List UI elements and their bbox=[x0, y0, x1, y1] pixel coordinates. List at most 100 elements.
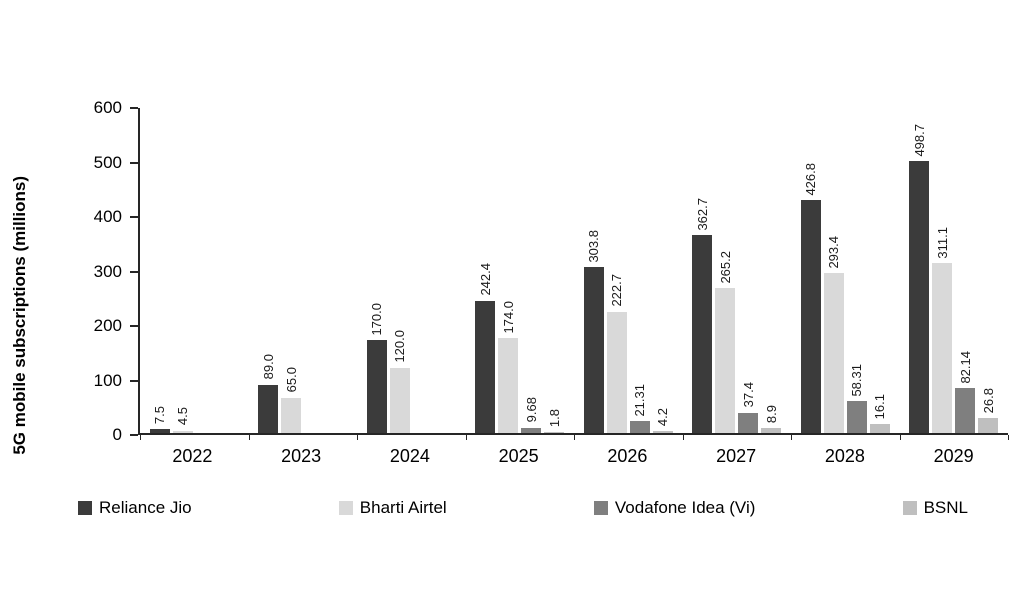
bar-value-label: 498.7 bbox=[911, 123, 927, 157]
bar-value-label: 170.0 bbox=[369, 302, 385, 336]
bar-group-2022: 7.5 4.5 bbox=[140, 108, 249, 433]
y-tick-label: 100 bbox=[93, 370, 122, 390]
bar-slot: 242.4 bbox=[475, 108, 496, 433]
y-tick-mark bbox=[130, 216, 138, 218]
x-tick-mark bbox=[357, 435, 358, 440]
bar-value-label: 303.8 bbox=[586, 229, 602, 263]
bar-value-label: 1.8 bbox=[546, 408, 562, 428]
legend-item-vodafone-idea-vi: Vodafone Idea (Vi) bbox=[593, 498, 756, 518]
bar-bharti-airtel bbox=[389, 367, 410, 433]
bar-slot bbox=[436, 108, 456, 433]
bar-value-label: 58.31 bbox=[849, 363, 865, 397]
legend-label: Vodafone Idea (Vi) bbox=[614, 498, 756, 517]
bar-value-label: 9.68 bbox=[523, 397, 539, 423]
legend-swatch bbox=[338, 501, 353, 515]
bar-slot: 174.0 bbox=[498, 108, 519, 433]
y-axis: 0 100 200 300 400 500 600 bbox=[0, 98, 138, 444]
bar-reliance-jio bbox=[149, 428, 170, 433]
y-tick-label: 0 bbox=[112, 425, 122, 444]
y-tick-label: 400 bbox=[93, 207, 122, 226]
bar-slot: 362.7 bbox=[692, 108, 713, 433]
legend-swatch bbox=[593, 501, 608, 515]
bar-slot: 65.0 bbox=[281, 108, 302, 433]
legend-item-bharti-airtel: Bharti Airtel bbox=[338, 498, 447, 518]
bar-slot: 8.9 bbox=[761, 108, 782, 433]
bar-bharti-airtel bbox=[932, 263, 953, 433]
bar-vodafone-idea-vi bbox=[955, 388, 976, 433]
bar-value-label: 26.8 bbox=[980, 388, 996, 414]
x-tick-mark bbox=[682, 435, 684, 440]
bar-value-label: 311.1 bbox=[934, 226, 950, 259]
bar-slot: 4.5 bbox=[172, 108, 193, 433]
bar-slot: 82.14 bbox=[955, 108, 976, 433]
x-tick-mark bbox=[899, 435, 901, 440]
legend-item-reliance-jio: Reliance Jio bbox=[78, 498, 192, 518]
bar-reliance-jio bbox=[583, 267, 604, 433]
bar-value-label: 21.31 bbox=[632, 383, 648, 417]
y-tick-mark bbox=[130, 270, 138, 273]
bar-group-2026: 303.8 222.7 21.31 4.2 bbox=[574, 108, 683, 433]
bar-slot: 120.0 bbox=[389, 108, 410, 433]
bar-value-label: 120.0 bbox=[392, 330, 408, 363]
legend-label: Bharti Airtel bbox=[359, 498, 447, 517]
bar-slot: 58.31 bbox=[846, 108, 867, 433]
bar-slot bbox=[196, 108, 216, 433]
bar-value-label: 242.4 bbox=[477, 263, 493, 296]
bar-value-label: 426.8 bbox=[803, 162, 819, 196]
bar-slot: 37.4 bbox=[738, 108, 759, 433]
x-tick-mark bbox=[1008, 435, 1009, 440]
bar-value-label: 7.5 bbox=[152, 405, 168, 424]
bar-value-label: 265.2 bbox=[717, 250, 733, 284]
bar-slot: 170.0 bbox=[366, 108, 387, 433]
bar-slot: 311.1 bbox=[932, 108, 953, 433]
bar-slot: 21.31 bbox=[629, 108, 650, 433]
y-tick-label: 200 bbox=[93, 316, 122, 335]
x-axis: 2022 2023 2024 2025 2026 2027 2028 2029 bbox=[138, 446, 1008, 467]
bar-slot: 222.7 bbox=[606, 108, 627, 433]
bar-bsnl bbox=[761, 428, 782, 433]
x-tick-label: 2029 bbox=[933, 446, 974, 466]
y-tick-mark bbox=[130, 379, 138, 382]
bar-reliance-jio bbox=[258, 384, 279, 433]
bar-value-label: 222.7 bbox=[609, 274, 625, 307]
x-tick-label: 2026 bbox=[607, 446, 648, 466]
bar-slot bbox=[219, 108, 239, 433]
x-tick-mark bbox=[465, 435, 467, 440]
bar-reliance-jio bbox=[366, 340, 387, 433]
bar-bsnl bbox=[544, 432, 565, 433]
bar-value-label: 82.14 bbox=[957, 350, 973, 384]
legend: Reliance Jio Bharti Airtel Vodafone Idea (… bbox=[78, 498, 968, 518]
bar-slot: 303.8 bbox=[583, 108, 604, 433]
bar-group-2028: 426.8 293.4 58.31 16.1 bbox=[791, 108, 900, 433]
y-tick-label: 500 bbox=[93, 152, 122, 172]
bar-value-label: 4.2 bbox=[655, 407, 671, 426]
bar-group-2027: 362.7 265.2 37.4 8.9 bbox=[683, 108, 792, 433]
x-tick-label: 2022 bbox=[172, 446, 213, 466]
x-tick-label: 2023 bbox=[281, 446, 322, 466]
bar-value-label: 65.0 bbox=[283, 367, 299, 393]
bar-slot bbox=[327, 108, 347, 433]
x-tick-mark bbox=[574, 435, 575, 440]
bar-vodafone-idea-vi bbox=[521, 427, 542, 433]
y-tick-label: 600 bbox=[93, 98, 122, 117]
bar-slot: 293.4 bbox=[823, 108, 844, 433]
bar-slot bbox=[304, 108, 324, 433]
y-tick-mark bbox=[130, 325, 138, 327]
bar-bharti-airtel bbox=[498, 338, 519, 433]
plot-area: 7.5 4.5 89.0 65.0 170.0 120.0 242.4 174.0 9.68 1.… bbox=[138, 108, 1009, 440]
bar-bharti-airtel bbox=[715, 288, 736, 433]
bar-slot bbox=[413, 108, 433, 433]
bar-slot: 265.2 bbox=[715, 108, 736, 433]
legend-item-bsnl: BSNL bbox=[902, 498, 968, 518]
bar-value-label: 37.4 bbox=[740, 382, 756, 408]
bar-value-label: 4.5 bbox=[175, 407, 191, 426]
bar-value-label: 8.9 bbox=[763, 405, 779, 424]
bar-bsnl bbox=[978, 418, 999, 433]
bar-value-label: 16.1 bbox=[872, 393, 888, 420]
bar-slot: 26.8 bbox=[978, 108, 999, 433]
bar-slot: 9.68 bbox=[521, 108, 542, 433]
bar-group-2029: 498.7 311.1 82.14 26.8 bbox=[900, 108, 1009, 433]
bar-slot: 16.1 bbox=[869, 108, 890, 433]
bar-bsnl bbox=[652, 430, 673, 433]
bar-slot: 7.5 bbox=[149, 108, 170, 433]
